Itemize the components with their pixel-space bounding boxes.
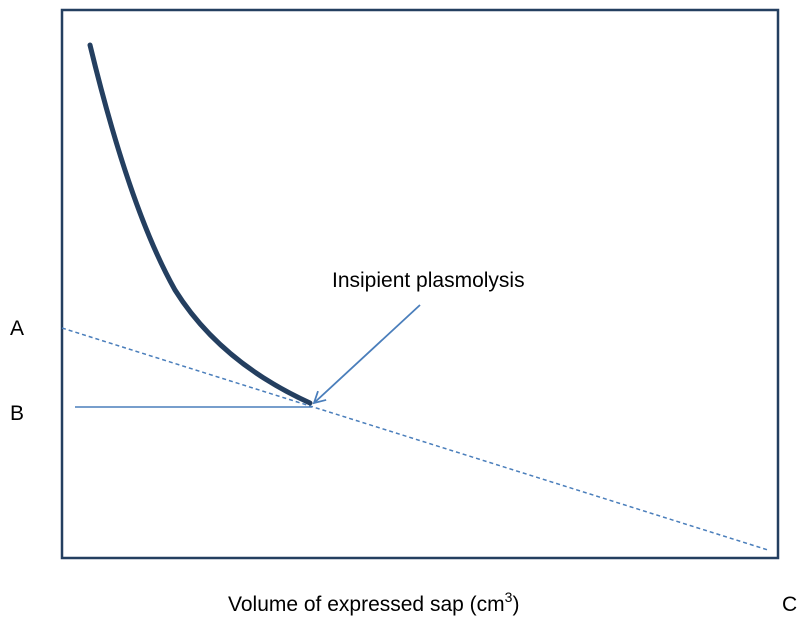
plot-frame (60, 8, 780, 560)
curve (87, 42, 313, 406)
label-b: B (10, 402, 24, 425)
x-axis-label-superscript: 3 (505, 589, 513, 605)
arrow (312, 304, 421, 405)
label-c: C (782, 593, 797, 616)
x-axis-label: Volume of expressed sap (cm3) (228, 589, 519, 616)
dashed-line (61, 327, 769, 551)
annotation: Insipient plasmolysis (332, 269, 525, 292)
x-axis-label-closing: ) (512, 593, 519, 616)
label-a: A (10, 317, 24, 340)
x-axis-label-text: Volume of expressed sap (cm (228, 593, 505, 616)
